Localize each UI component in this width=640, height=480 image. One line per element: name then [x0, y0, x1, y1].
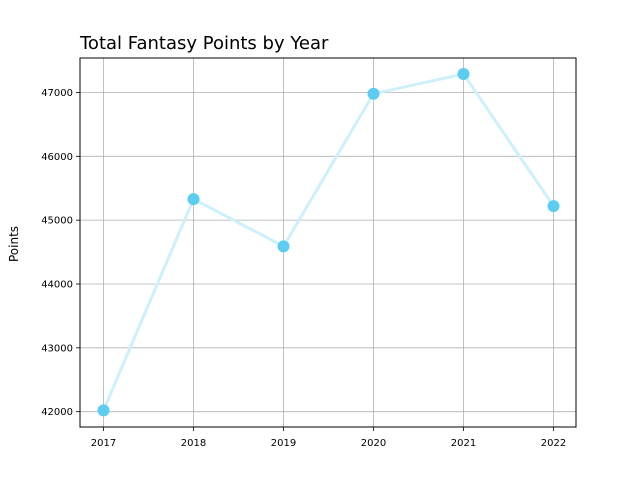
- y-tick-label: 44000: [41, 279, 73, 290]
- data-point: [187, 193, 200, 206]
- series-line: [102, 72, 555, 412]
- x-tick-label: 2022: [541, 438, 566, 449]
- x-tick-label: 2018: [181, 438, 206, 449]
- x-tick-label: 2017: [91, 438, 116, 449]
- data-point: [457, 67, 470, 80]
- ticks: 2017 2018 2019 2020 2021 2022 42000 43000 44000 4…: [41, 88, 566, 449]
- y-tick-label: 47000: [41, 88, 73, 99]
- y-tick-label: 45000: [41, 216, 73, 227]
- x-tick-label: 2021: [451, 438, 476, 449]
- y-tick-label: 43000: [41, 343, 73, 354]
- data-point: [97, 404, 110, 417]
- data-point: [277, 240, 290, 253]
- data-point: [547, 200, 560, 213]
- x-tick-label: 2019: [271, 438, 296, 449]
- grid: [80, 58, 576, 427]
- y-axis-label: Points: [7, 226, 21, 262]
- x-tick-label: 2020: [361, 438, 386, 449]
- series-layer: [97, 67, 560, 417]
- chart-title: Total Fantasy Points by Year: [79, 33, 329, 54]
- data-point: [367, 87, 380, 100]
- plot-frame: [79, 57, 577, 428]
- y-tick-label: 46000: [41, 152, 73, 163]
- y-tick-label: 42000: [41, 407, 73, 418]
